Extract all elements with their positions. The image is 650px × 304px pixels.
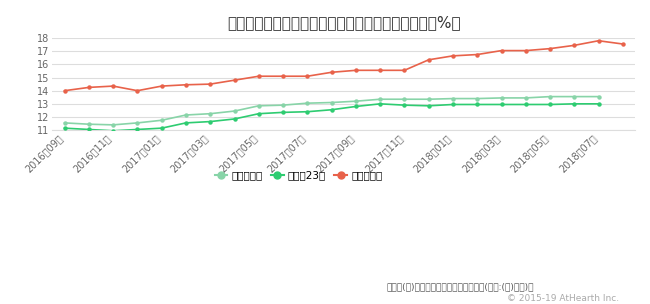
Text: © 2015-19 AtHearth Inc.: © 2015-19 AtHearth Inc. (507, 294, 619, 303)
Title: 首都圏における賃貸住宅の空室率の推移　（単位：%）: 首都圏における賃貸住宅の空室率の推移 （単位：%） (227, 15, 461, 30)
Text: 出所：(株)タス「賃貸住宅市場レポート(分析:(株)タス)」: 出所：(株)タス「賃貸住宅市場レポート(分析:(株)タス)」 (387, 282, 534, 291)
Legend: 東京都全域, 東京都23区, 東京都市部: 東京都全域, 東京都23区, 東京都市部 (215, 170, 382, 180)
